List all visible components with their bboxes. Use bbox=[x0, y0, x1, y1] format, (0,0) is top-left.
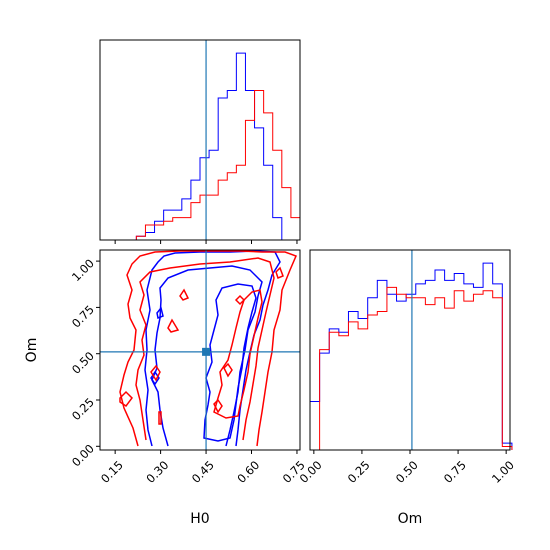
om-x-tick-label-3: 0.50 bbox=[393, 458, 421, 486]
red-contour-blob-7 bbox=[275, 266, 284, 279]
blue-contour-outer bbox=[144, 250, 281, 447]
joint-y-tick-label-1: 0.00 bbox=[69, 441, 97, 469]
blue-contour-inner bbox=[203, 283, 257, 442]
h0-marginal-panel bbox=[99, 39, 301, 244]
joint-y-axis-label: Om bbox=[24, 338, 40, 363]
joint-x-ticks: 0.15 0.30 0.45 0.60 0.75 bbox=[98, 450, 308, 486]
om-x-tick-label-2: 0.25 bbox=[345, 458, 373, 486]
joint-y-ticks: 0.00 0.25 0.50 0.75 1.00 bbox=[69, 256, 100, 469]
joint-x-tick-label-3: 0.45 bbox=[189, 458, 217, 486]
blue-contour-blob-1 bbox=[156, 306, 164, 320]
joint-truth-marker bbox=[202, 347, 211, 356]
om-histogram-series-1 bbox=[309, 262, 513, 450]
red-contour-blob-9 bbox=[213, 398, 223, 414]
h0-histogram-layer bbox=[100, 52, 301, 241]
red-contour-blob-8 bbox=[234, 294, 246, 306]
joint-x-tick-label-1: 0.15 bbox=[98, 458, 126, 486]
joint-x-tick-label-4: 0.60 bbox=[234, 458, 262, 486]
h0-histogram-series-2 bbox=[100, 89, 301, 241]
joint-panel-frame bbox=[99, 249, 301, 451]
joint-y-tick-label-5: 1.00 bbox=[69, 256, 97, 284]
om-x-tick-label-5: 1.00 bbox=[489, 458, 517, 486]
red-contour-mid bbox=[135, 257, 275, 441]
joint-y-tick-label-3: 0.50 bbox=[69, 349, 97, 377]
red-contour-blob-5 bbox=[158, 411, 162, 425]
h0-marginal-frame bbox=[99, 39, 301, 241]
red-contour-inner bbox=[213, 289, 263, 419]
om-x-axis-label: Om bbox=[398, 511, 423, 527]
red-contour-blob-3 bbox=[179, 288, 190, 301]
om-histogram-series-2 bbox=[310, 286, 513, 451]
om-marginal-frame bbox=[309, 249, 511, 451]
om-histogram-layer bbox=[309, 262, 513, 451]
joint-x-tick-label-2: 0.30 bbox=[143, 458, 171, 486]
om-x-tick-label-4: 0.75 bbox=[441, 458, 469, 486]
red-contour-blob-6 bbox=[223, 362, 233, 378]
om-marginal-panel: 0.00 0.25 0.50 0.75 1.00 Om bbox=[297, 249, 517, 527]
blue-contour-mid bbox=[151, 265, 263, 447]
joint-y-tick-label-2: 0.25 bbox=[69, 395, 97, 423]
joint-x-axis-label: H0 bbox=[190, 511, 209, 527]
h0-marginal-ticks bbox=[114, 240, 298, 244]
red-contour-blob-2 bbox=[167, 318, 180, 333]
red-contour-blob-4 bbox=[150, 364, 161, 382]
om-x-ticks: 0.00 0.25 0.50 0.75 1.00 bbox=[297, 450, 517, 486]
red-contour-blob-1 bbox=[119, 390, 133, 408]
h0-histogram-series-1 bbox=[100, 52, 300, 241]
joint-y-tick-label-4: 0.75 bbox=[69, 302, 97, 330]
blue-contour-blob-2 bbox=[150, 370, 160, 386]
joint-contour-panel: 0.15 0.30 0.45 0.60 0.75 0.00 0.25 0.50 0.75 1.0… bbox=[24, 249, 308, 527]
